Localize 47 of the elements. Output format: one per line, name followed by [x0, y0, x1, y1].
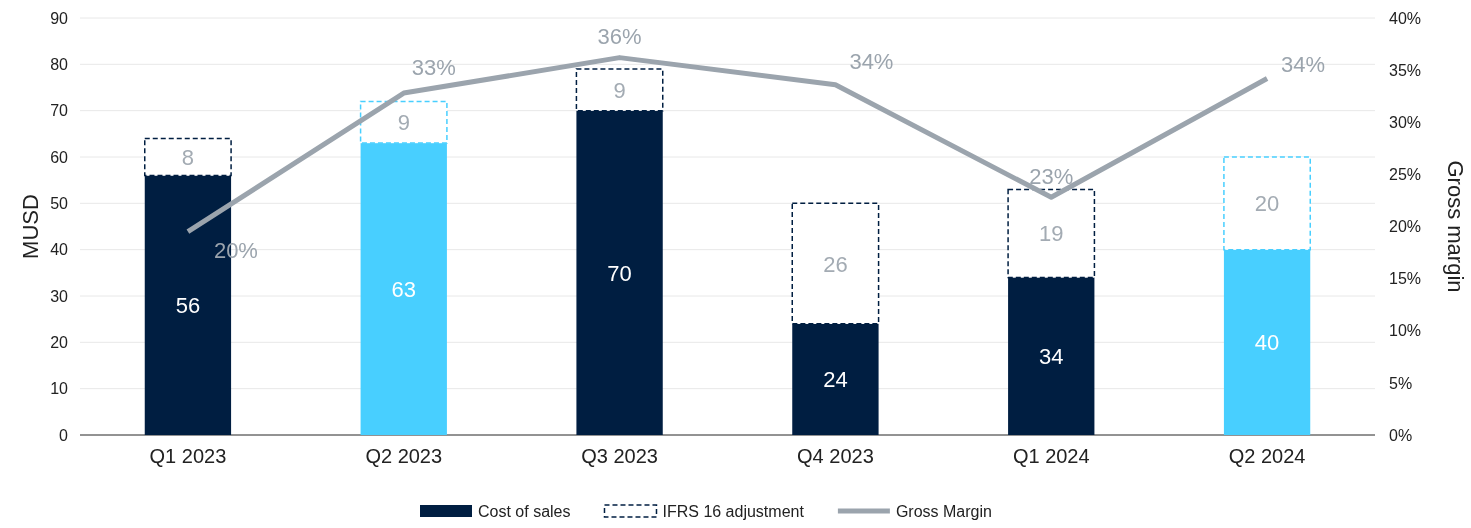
y2-tick-label: 20% — [1389, 218, 1422, 236]
data-label: 56 — [175, 293, 201, 319]
legend-label: Cost of sales — [478, 503, 571, 520]
y2-tick-label: 30% — [1389, 113, 1422, 131]
data-label: 34% — [1281, 52, 1326, 78]
y-tick-label: 40 — [50, 241, 69, 259]
data-label: 33% — [411, 55, 456, 81]
data-label: 26 — [823, 251, 848, 277]
y2-tick-label: 15% — [1389, 270, 1422, 288]
data-label: 19 — [1039, 221, 1064, 247]
x-tick-label: Q1 2024 — [1012, 445, 1090, 468]
y2-tick-label: 0% — [1389, 426, 1413, 444]
x-tick-label: Q2 2023 — [365, 445, 443, 468]
x-tick-label: Q4 2023 — [797, 445, 874, 468]
legend-label: Gross Margin — [895, 503, 992, 520]
data-label: 70 — [607, 260, 632, 286]
y2-tick-label: 5% — [1389, 374, 1413, 392]
data-label: 23% — [1029, 164, 1074, 190]
y-axis-title: MUSD — [18, 194, 43, 259]
x-tick-label: Q3 2023 — [581, 445, 658, 468]
y-tick-label: 70 — [50, 102, 69, 120]
y2-tick-label: 25% — [1389, 165, 1422, 183]
y-tick-label: 90 — [50, 9, 69, 27]
x-tick-label: Q2 2024 — [1228, 445, 1306, 468]
y-tick-label: 50 — [50, 194, 69, 212]
legend-label: IFRS 16 adjustment — [662, 503, 805, 520]
y-tick-label: 10 — [50, 380, 69, 398]
x-tick-label: Q1 2023 — [149, 445, 227, 468]
data-label: 9 — [613, 77, 626, 103]
y-tick-label: 30 — [50, 287, 69, 305]
y-tick-label: 20 — [50, 333, 69, 351]
data-label: 9 — [397, 110, 410, 136]
y2-axis-title: Gross margin — [1443, 160, 1468, 293]
y-tick-label: 80 — [50, 55, 69, 73]
data-label: 40 — [1254, 330, 1280, 356]
y-tick-label: 0 — [59, 426, 69, 444]
y2-tick-label: 35% — [1389, 61, 1422, 79]
y2-tick-label: 40% — [1389, 9, 1422, 27]
y-tick-label: 60 — [50, 148, 69, 166]
data-label: 34 — [1039, 344, 1064, 370]
y2-tick-label: 10% — [1389, 322, 1422, 340]
data-label: 63 — [391, 277, 416, 303]
data-label: 36% — [597, 23, 642, 49]
data-label: 34% — [849, 48, 894, 74]
data-label: 20 — [1254, 191, 1280, 217]
data-label: 24 — [823, 367, 848, 393]
data-label: 8 — [181, 145, 195, 170]
